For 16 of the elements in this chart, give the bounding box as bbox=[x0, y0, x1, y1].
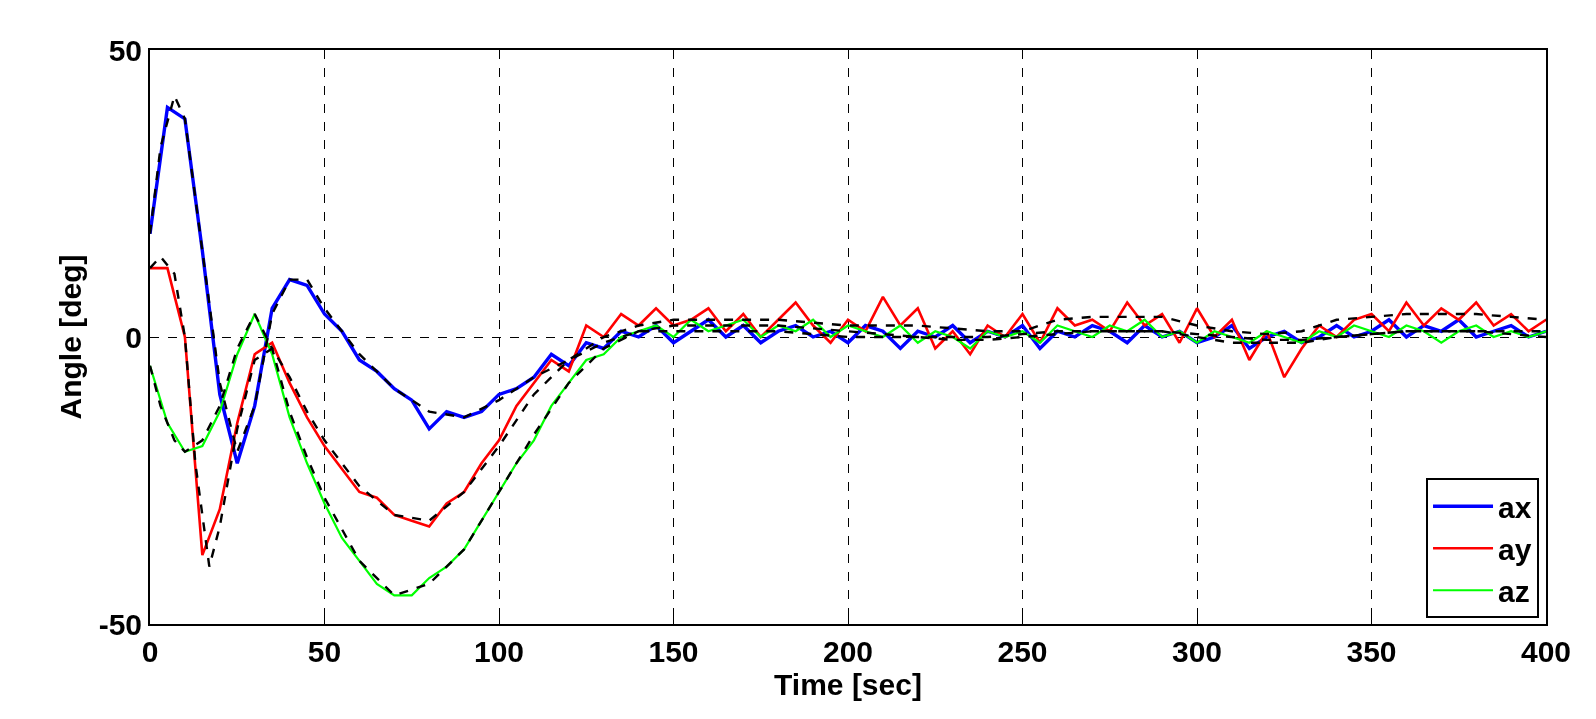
legend-label: ax bbox=[1498, 490, 1532, 524]
y-tick-label: 0 bbox=[125, 320, 142, 354]
x-tick-label: 250 bbox=[997, 635, 1048, 668]
y-tick-label: 50 bbox=[108, 33, 142, 67]
x-tick-label: 50 bbox=[307, 635, 342, 668]
x-tick-label: 300 bbox=[1171, 635, 1223, 668]
x-tick-label: 400 bbox=[1520, 635, 1572, 668]
y-tick-label: -50 bbox=[98, 607, 142, 641]
x-axis-title: Time [sec] bbox=[774, 668, 922, 701]
y-axis-title: Angle [deg] bbox=[54, 254, 88, 420]
x-tick-label: 100 bbox=[473, 635, 525, 668]
x-tick-label: 200 bbox=[822, 635, 874, 668]
x-tick-label: 350 bbox=[1346, 635, 1397, 668]
legend-label: az bbox=[1498, 574, 1530, 608]
legend-label: ay bbox=[1498, 532, 1532, 566]
x-tick-label: 150 bbox=[648, 635, 699, 668]
